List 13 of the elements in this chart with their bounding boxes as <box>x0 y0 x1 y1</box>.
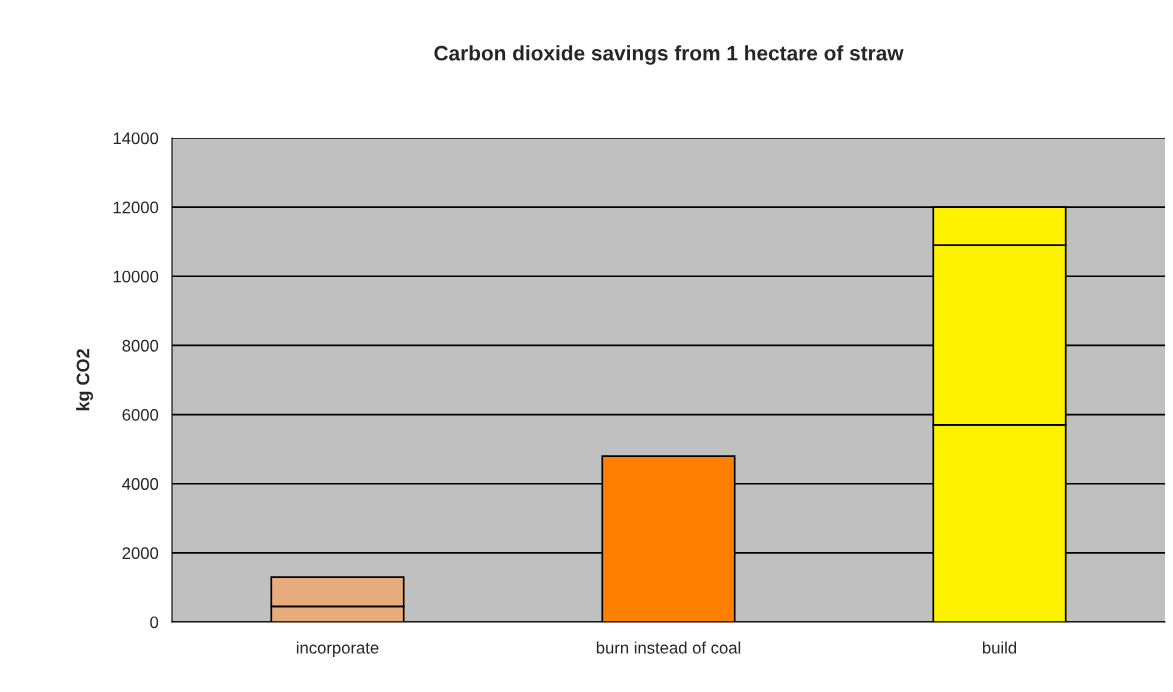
x-tick-label: build <box>982 641 1017 654</box>
y-tick-label: 10000 <box>113 270 159 283</box>
y-tick-label: 0 <box>150 616 159 629</box>
chart-title: Carbon dioxide savings from 1 hectare of straw <box>434 45 904 65</box>
y-tick-label: 8000 <box>122 339 159 352</box>
y-axis-title: kg CO2 <box>76 349 94 411</box>
x-tick-label: incorporate <box>296 641 379 657</box>
x-tick-label: burn instead of coal <box>596 641 741 654</box>
y-tick-label: 2000 <box>122 547 159 560</box>
y-tick-label: 12000 <box>113 201 159 214</box>
y-tick-label: 4000 <box>122 478 159 490</box>
y-tick-label: 6000 <box>122 408 159 421</box>
y-tick-label: 14000 <box>113 132 159 145</box>
